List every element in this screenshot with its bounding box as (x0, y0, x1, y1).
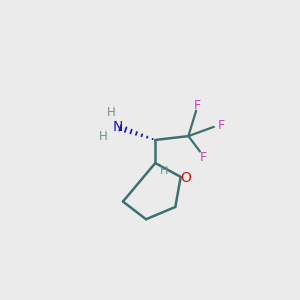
Text: H: H (160, 166, 168, 176)
Text: H: H (99, 130, 108, 142)
Text: F: F (200, 151, 207, 164)
Text: H: H (107, 106, 116, 119)
Text: N: N (112, 120, 123, 134)
Text: F: F (218, 119, 225, 132)
Text: F: F (194, 99, 201, 112)
Text: O: O (181, 172, 191, 185)
